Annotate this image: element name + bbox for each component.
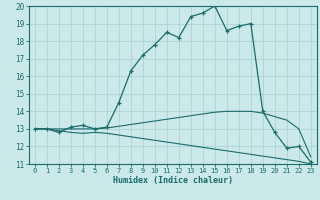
X-axis label: Humidex (Indice chaleur): Humidex (Indice chaleur) — [113, 176, 233, 185]
